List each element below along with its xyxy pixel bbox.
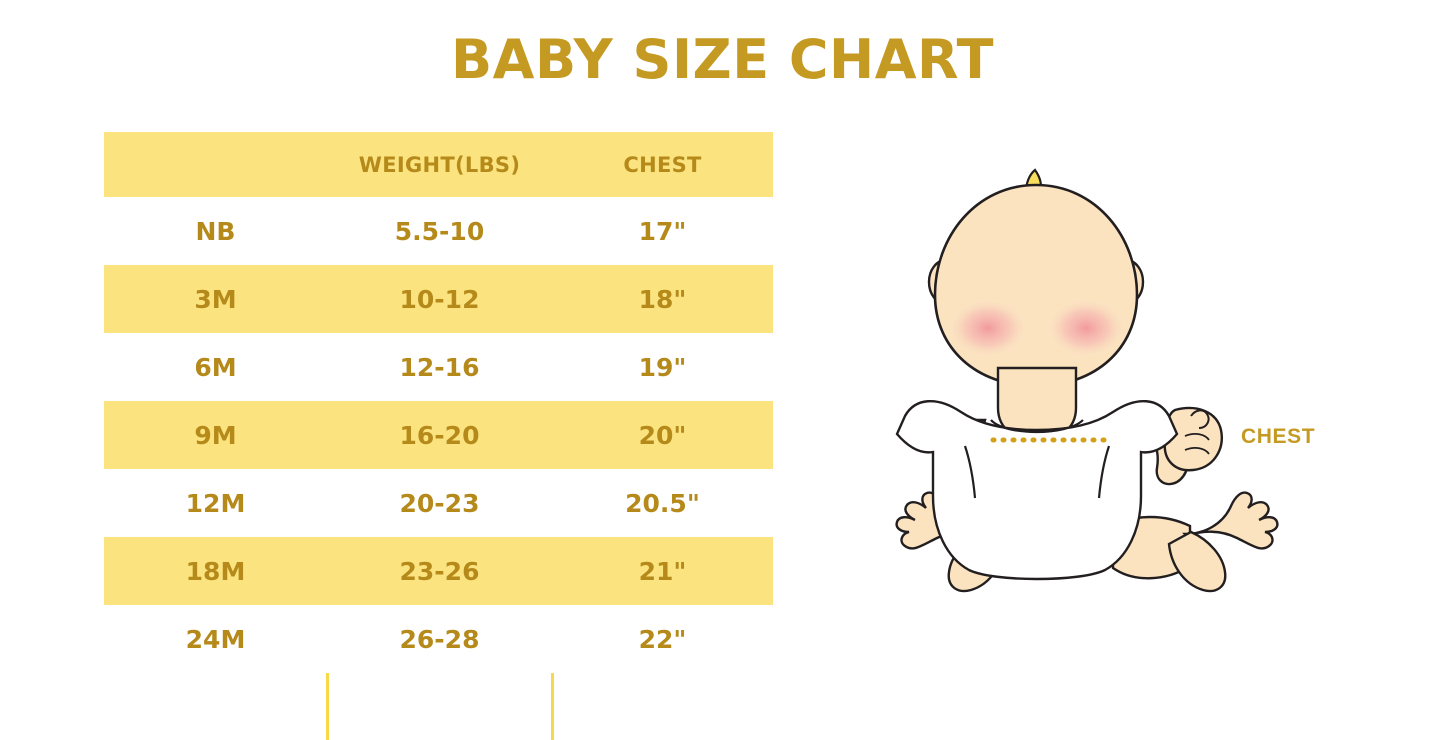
cell-weight: 26-28 — [399, 624, 480, 654]
table-row: 24M 26-28 22" — [104, 605, 773, 673]
cell-chest: 17" — [638, 216, 687, 246]
head-shape — [933, 183, 1139, 388]
column-header-weight: WEIGHT(LBS) — [358, 152, 521, 177]
cell-chest: 19" — [638, 352, 687, 382]
cheek-left — [948, 298, 1028, 358]
cell-weight: 12-16 — [399, 352, 480, 382]
cell-size: 6M — [194, 352, 237, 382]
size-chart-table: WEIGHT(LBS) CHEST NB 5.5-10 17" 3M 10-12… — [104, 132, 773, 740]
table-header-row: WEIGHT(LBS) CHEST — [104, 132, 773, 197]
sleeve-seam-right — [1097, 445, 1111, 499]
knuckle-line-2 — [1184, 447, 1210, 455]
knuckle-line-1 — [1184, 433, 1210, 441]
onesie-shape — [895, 399, 1179, 581]
cell-chest: 21" — [638, 556, 687, 586]
cell-chest: 20.5" — [625, 488, 700, 518]
table-row: 18M 23-26 21" — [104, 537, 773, 605]
table-row: 12M 20-23 20.5" — [104, 469, 773, 537]
cell-weight: 20-23 — [399, 488, 480, 518]
cell-weight: 16-20 — [399, 420, 480, 450]
cell-size: 9M — [194, 420, 237, 450]
page-title: BABY SIZE CHART — [451, 28, 994, 91]
sleeve-seam-left — [963, 445, 977, 499]
cell-weight: 23-26 — [399, 556, 480, 586]
cell-size: 3M — [194, 284, 237, 314]
cell-chest: 18" — [638, 284, 687, 314]
cell-size: 12M — [185, 488, 246, 518]
cell-weight: 5.5-10 — [394, 216, 485, 246]
foot-right-sole — [1167, 530, 1227, 593]
foot-right-shape — [1182, 491, 1279, 550]
cheek-right — [1046, 298, 1126, 358]
table-body: NB 5.5-10 17" 3M 10-12 18" 6M 12-16 19" … — [104, 197, 773, 740]
table-row: 6M 12-16 19" — [104, 333, 773, 401]
chest-label: CHEST — [1241, 425, 1316, 448]
thumb-right — [1190, 409, 1210, 429]
cell-size: NB — [195, 216, 236, 246]
column-header-chest: CHEST — [623, 152, 702, 177]
cell-chest: 20" — [638, 420, 687, 450]
onesie-collar-line — [990, 419, 1084, 434]
cell-size: 24M — [185, 624, 246, 654]
cell-chest: 22" — [638, 624, 687, 654]
table-row: 3M 10-12 18" — [104, 265, 773, 333]
table-row: 9M 16-20 20" — [104, 401, 773, 469]
cell-size: 18M — [185, 556, 246, 586]
cell-weight: 10-12 — [399, 284, 480, 314]
baby-illustration — [895, 168, 1279, 593]
table-row: NB 5.5-10 17" — [104, 197, 773, 265]
